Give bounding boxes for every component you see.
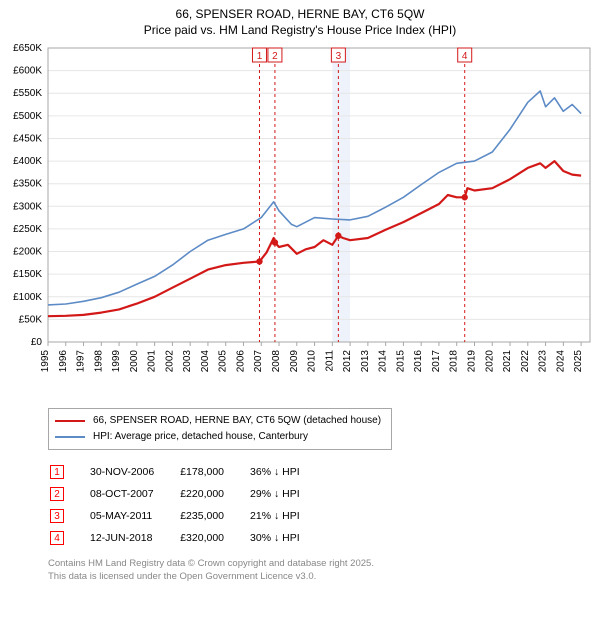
event-diff: 29% ↓ HPI [250, 484, 324, 504]
event-marker-icon: 3 [50, 509, 64, 523]
event-marker-number: 4 [462, 51, 468, 62]
plot-border [48, 48, 590, 342]
event-date: 05-MAY-2011 [90, 506, 178, 526]
table-row: 1 30-NOV-2006£178,00036% ↓ HPI [50, 462, 324, 482]
x-tick-label: 2014 [378, 350, 389, 373]
series-marker [462, 194, 468, 200]
y-tick-label: £0 [31, 337, 43, 348]
x-tick-label: 2011 [324, 350, 335, 372]
chart-area: £0 £50K £100K £150K £200K £250K £300K £350K £400… [0, 42, 600, 402]
event-diff: 21% ↓ HPI [250, 506, 324, 526]
x-tick-label: 2010 [307, 350, 318, 373]
x-tick-label: 2023 [538, 350, 549, 373]
title-line1: 66, SPENSER ROAD, HERNE BAY, CT6 5QW [0, 6, 600, 22]
events-table: 1 30-NOV-2006£178,00036% ↓ HPI 2 08-OCT-200… [48, 460, 326, 550]
x-tick-label: 2007 [253, 350, 264, 373]
y-tick-label: £250K [13, 224, 42, 235]
y-tick-label: £600K [13, 66, 42, 77]
x-tick-label: 2022 [520, 350, 531, 373]
x-tick-label: 2004 [200, 350, 211, 373]
event-number-cell: 3 [50, 506, 88, 526]
legend-swatch [55, 420, 85, 422]
y-tick-label: £50K [19, 315, 43, 326]
event-marker-icon: 1 [50, 465, 64, 479]
event-marker-number: 3 [336, 51, 342, 62]
legend-row: HPI: Average price, detached house, Cant… [55, 429, 381, 445]
event-marker-icon: 2 [50, 487, 64, 501]
x-tick-label: 2003 [182, 350, 193, 373]
x-tick-label: 2001 [147, 350, 158, 373]
event-date: 30-NOV-2006 [90, 462, 178, 482]
legend-label: HPI: Average price, detached house, Cant… [93, 429, 308, 445]
event-number-cell: 2 [50, 484, 88, 504]
y-tick-label: £200K [13, 247, 42, 258]
y-tick-label: £350K [13, 179, 42, 190]
event-diff: 30% ↓ HPI [250, 528, 324, 548]
x-tick-label: 2005 [218, 350, 229, 373]
series-marker [256, 259, 262, 265]
y-tick-label: £500K [13, 111, 42, 122]
shaded-band [332, 48, 350, 342]
event-price: £220,000 [180, 484, 248, 504]
x-tick-label: 2012 [342, 350, 353, 373]
x-tick-label: 1999 [111, 350, 122, 373]
x-tick-label: 2015 [395, 350, 406, 373]
chart-title: 66, SPENSER ROAD, HERNE BAY, CT6 5QW Pri… [0, 0, 600, 42]
x-tick-label: 2008 [271, 350, 282, 373]
y-tick-label: £400K [13, 156, 42, 167]
series-property [48, 161, 581, 316]
series-marker [335, 233, 341, 239]
x-tick-label: 2021 [502, 350, 513, 373]
footer-line2: This data is licensed under the Open Gov… [48, 571, 600, 583]
table-row: 2 08-OCT-2007£220,00029% ↓ HPI [50, 484, 324, 504]
y-tick-label: £450K [13, 134, 42, 145]
x-tick-label: 1998 [93, 350, 104, 373]
x-tick-label: 1996 [58, 350, 69, 373]
x-tick-label: 2025 [573, 350, 584, 373]
series-hpi [48, 91, 581, 305]
x-tick-label: 2016 [413, 350, 424, 373]
event-marker-number: 2 [272, 51, 278, 62]
legend-swatch [55, 436, 85, 438]
event-marker-icon: 4 [50, 531, 64, 545]
legend: 66, SPENSER ROAD, HERNE BAY, CT6 5QW (de… [48, 408, 392, 450]
chart-svg: £0 £50K £100K £150K £200K £250K £300K £350K £400… [0, 42, 600, 402]
x-tick-label: 2002 [164, 350, 175, 373]
legend-label: 66, SPENSER ROAD, HERNE BAY, CT6 5QW (de… [93, 413, 381, 429]
x-tick-label: 2017 [431, 350, 442, 373]
legend-row: 66, SPENSER ROAD, HERNE BAY, CT6 5QW (de… [55, 413, 381, 429]
table-row: 3 05-MAY-2011£235,00021% ↓ HPI [50, 506, 324, 526]
x-tick-label: 1995 [40, 350, 51, 373]
y-tick-label: £550K [13, 89, 42, 100]
event-price: £320,000 [180, 528, 248, 548]
y-tick-label: £100K [13, 292, 42, 303]
event-number-cell: 4 [50, 528, 88, 548]
footer: Contains HM Land Registry data © Crown c… [48, 558, 600, 583]
x-tick-label: 1997 [76, 350, 87, 373]
x-tick-label: 2006 [235, 350, 246, 373]
x-tick-label: 2013 [360, 350, 371, 373]
table-row: 4 12-JUN-2018£320,00030% ↓ HPI [50, 528, 324, 548]
title-line2: Price paid vs. HM Land Registry's House … [0, 22, 600, 38]
event-date: 12-JUN-2018 [90, 528, 178, 548]
event-date: 08-OCT-2007 [90, 484, 178, 504]
x-tick-label: 2020 [484, 350, 495, 373]
series-marker [272, 240, 278, 246]
event-price: £235,000 [180, 506, 248, 526]
y-tick-label: £650K [13, 43, 42, 54]
x-tick-label: 2018 [449, 350, 460, 373]
event-diff: 36% ↓ HPI [250, 462, 324, 482]
x-tick-label: 2019 [466, 350, 477, 373]
event-price: £178,000 [180, 462, 248, 482]
x-tick-label: 2009 [289, 350, 300, 373]
x-tick-label: 2000 [129, 350, 140, 373]
y-tick-label: £300K [13, 202, 42, 213]
x-tick-label: 2024 [555, 350, 566, 373]
event-marker-number: 1 [257, 51, 263, 62]
y-tick-label: £150K [13, 270, 42, 281]
footer-line1: Contains HM Land Registry data © Crown c… [48, 558, 600, 570]
event-number-cell: 1 [50, 462, 88, 482]
